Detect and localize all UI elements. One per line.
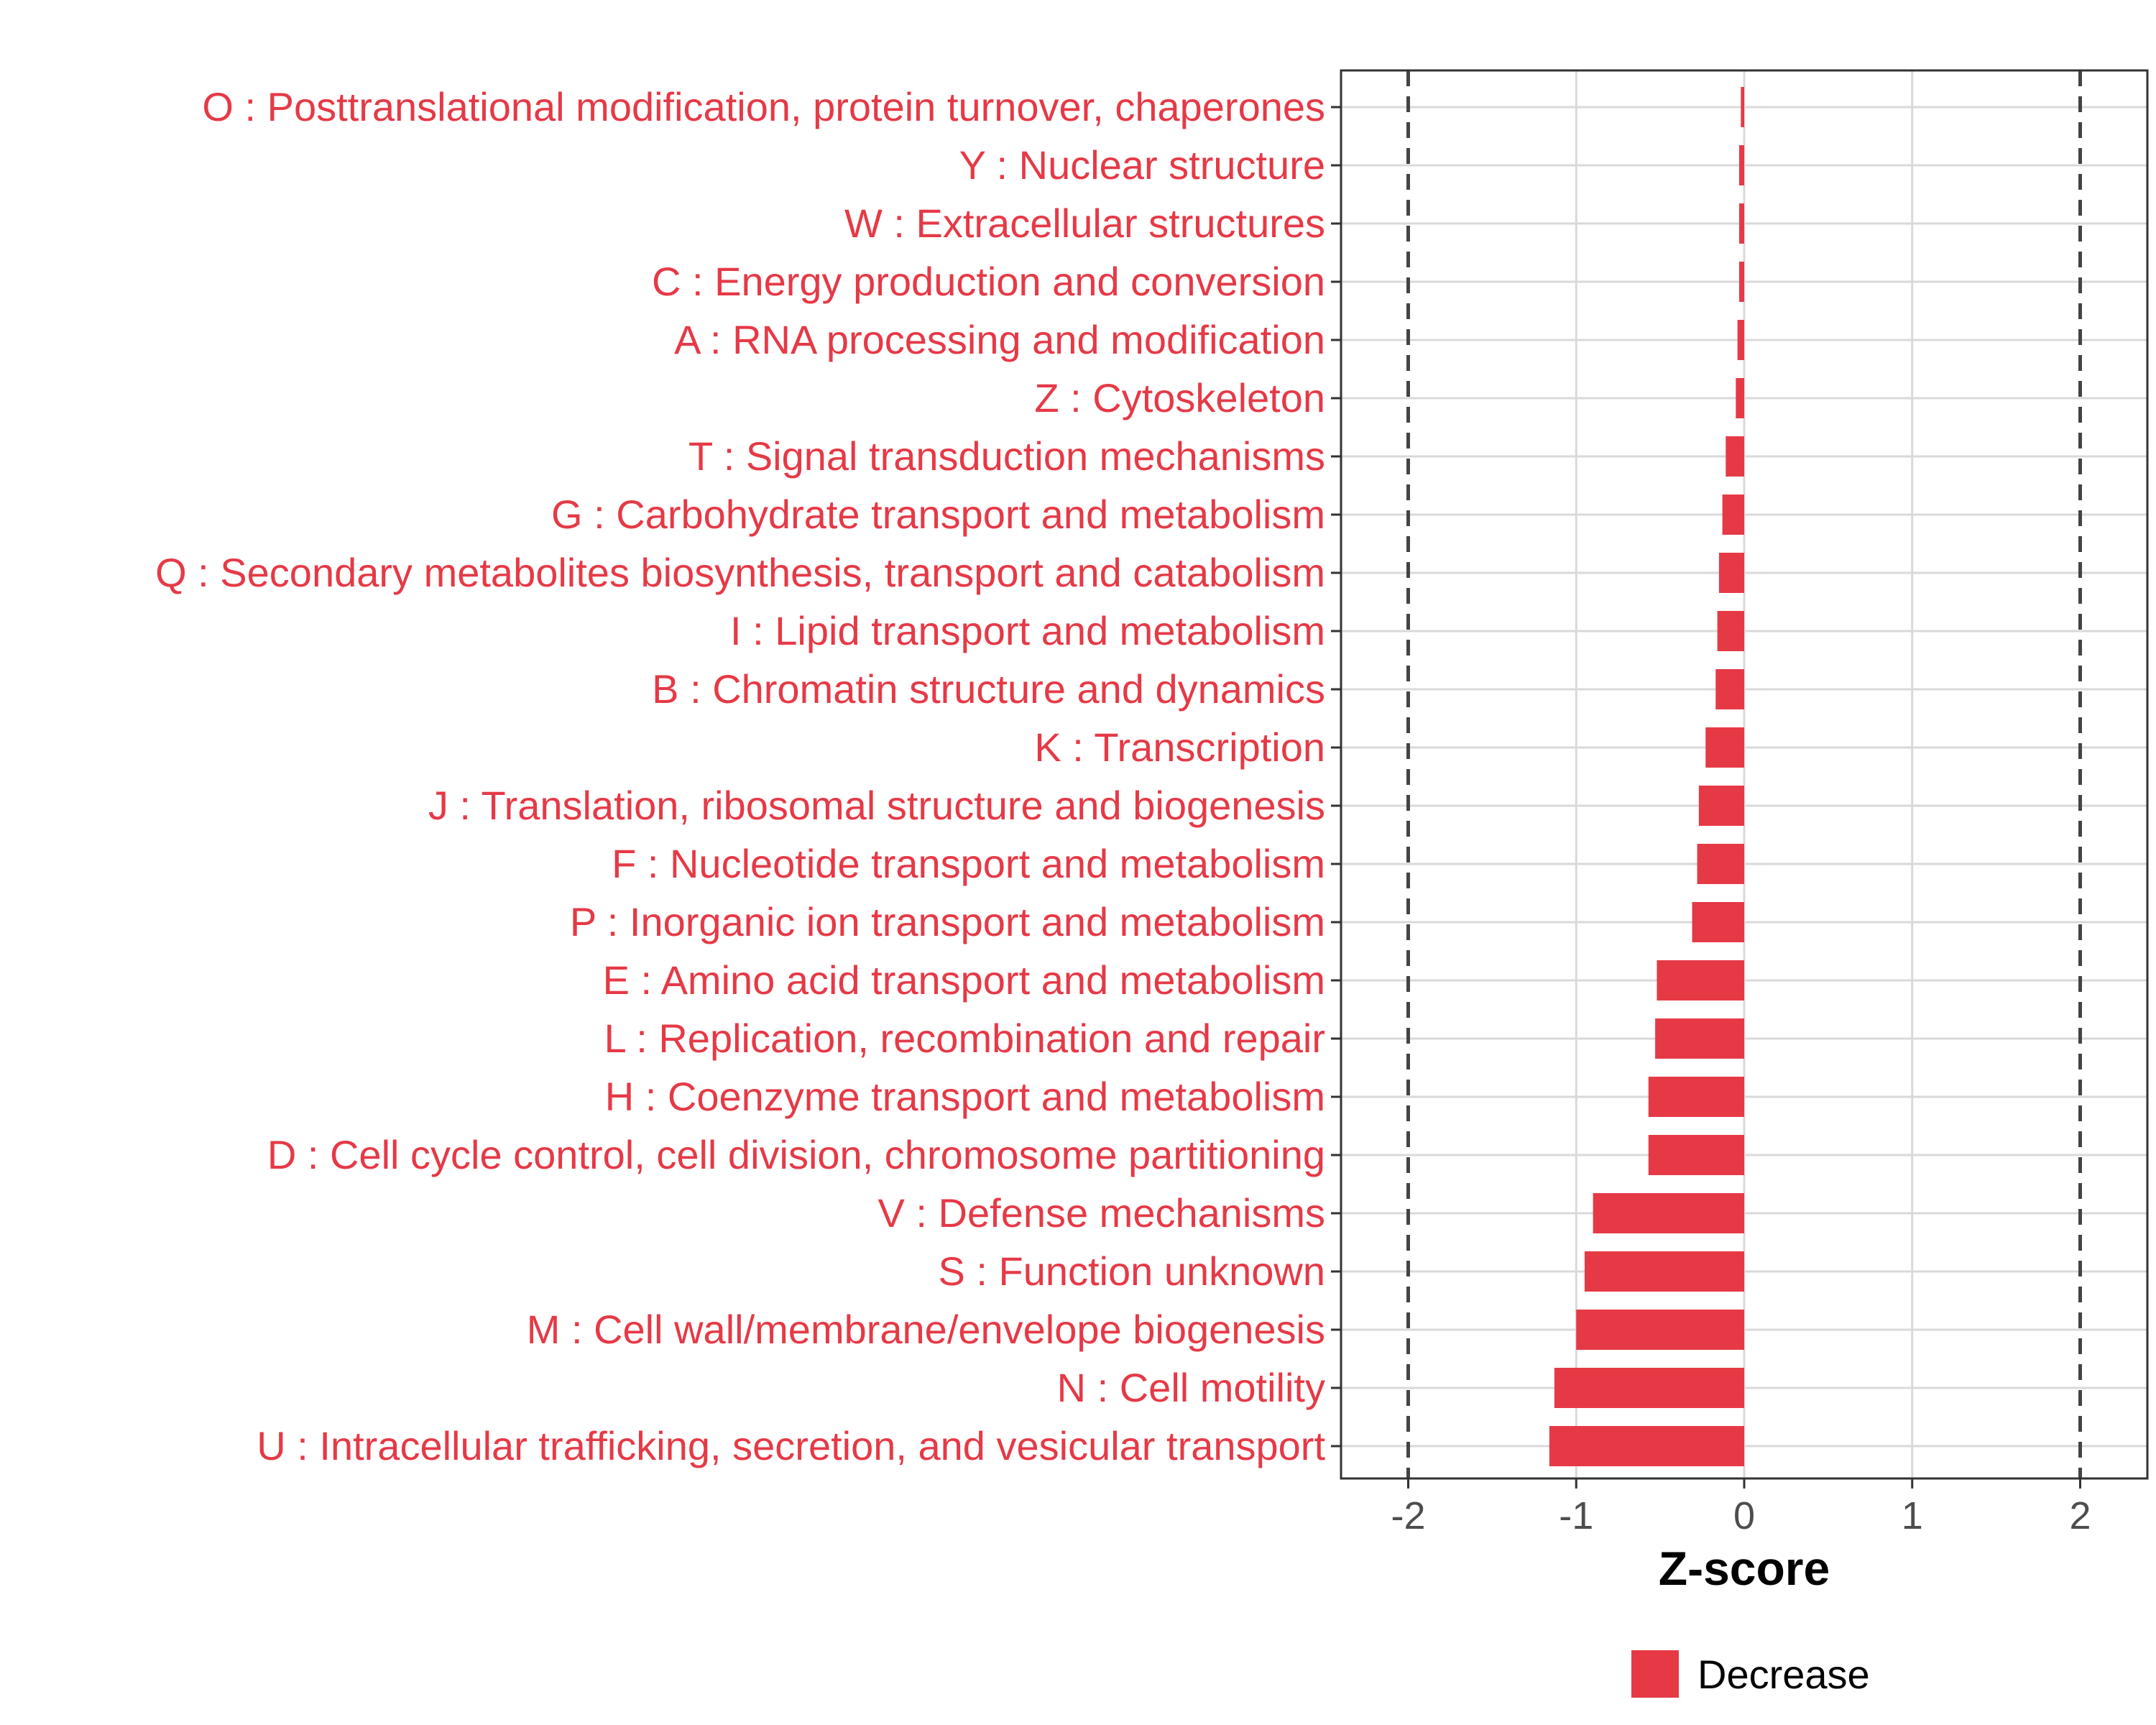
bar — [1736, 378, 1744, 418]
category-label: S : Function unknown — [938, 1248, 1325, 1294]
category-label: G : Carbohydrate transport and metabolis… — [551, 492, 1325, 537]
bar — [1648, 1077, 1744, 1117]
bar — [1738, 203, 1744, 244]
bar — [1738, 262, 1744, 302]
bar — [1593, 1193, 1744, 1233]
category-label: B : Chromatin structure and dynamics — [652, 666, 1325, 712]
bar — [1576, 1310, 1744, 1350]
x-tick-label: -1 — [1559, 1494, 1593, 1537]
category-label: N : Cell motility — [1057, 1365, 1325, 1410]
bar — [1697, 844, 1744, 884]
legend-swatch-decrease — [1631, 1650, 1679, 1698]
category-label: V : Defense mechanisms — [878, 1190, 1325, 1236]
bar — [1715, 669, 1744, 709]
x-axis-ticks: -2 -1 0 1 2 — [1391, 1478, 2091, 1537]
bar — [1692, 902, 1744, 942]
category-label: Y : Nuclear structure — [959, 142, 1325, 188]
bars-layer — [1549, 87, 1744, 1466]
category-label: K : Transcription — [1034, 724, 1325, 770]
category-label: Q : Secondary metabolites biosynthesis, … — [155, 550, 1325, 595]
category-label: C : Energy production and conversion — [652, 259, 1325, 304]
x-tick-label: 1 — [1902, 1494, 1923, 1537]
category-label: L : Replication, recombination and repai… — [604, 1016, 1325, 1061]
category-label: H : Coenzyme transport and metabolism — [605, 1074, 1325, 1119]
y-axis-ticks — [1331, 106, 1341, 1448]
x-axis-title: Z-score — [1659, 1542, 1830, 1595]
category-label: D : Cell cycle control, cell division, c… — [267, 1132, 1325, 1177]
bar — [1584, 1251, 1744, 1292]
bar — [1705, 727, 1744, 768]
bar — [1698, 786, 1744, 826]
bar — [1718, 553, 1744, 593]
bar — [1717, 611, 1744, 651]
bar — [1726, 436, 1744, 477]
y-axis-category-labels: O : Posttranslational modification, prot… — [155, 84, 1325, 1468]
category-label: P : Inorganic ion transport and metaboli… — [570, 899, 1325, 944]
category-label: J : Translation, ribosomal structure and… — [428, 783, 1325, 828]
category-label: Z : Cytoskeleton — [1034, 375, 1325, 420]
x-tick-label: -2 — [1391, 1494, 1425, 1537]
category-label: T : Signal transduction mechanisms — [688, 433, 1325, 479]
category-label: W : Extracellular structures — [844, 201, 1325, 246]
bar — [1657, 960, 1744, 1000]
category-label: M : Cell wall/membrane/envelope biogenes… — [527, 1307, 1325, 1352]
bar — [1549, 1426, 1744, 1466]
category-label: E : Amino acid transport and metabolism — [603, 957, 1325, 1003]
category-label: A : RNA processing and modification — [674, 317, 1325, 362]
bar — [1648, 1135, 1744, 1175]
bar — [1741, 87, 1744, 127]
legend: Decrease — [1631, 1650, 1870, 1698]
threshold-layer — [1406, 70, 2082, 1478]
category-label: O : Posttranslational modification, prot… — [202, 84, 1325, 129]
category-label: F : Nucleotide transport and metabolism — [612, 841, 1325, 886]
x-tick-label: 0 — [1733, 1494, 1755, 1537]
category-label: U : Intracellular trafficking, secretion… — [257, 1423, 1325, 1468]
bar — [1738, 145, 1744, 185]
bar — [1554, 1368, 1744, 1408]
x-tick-label: 2 — [2069, 1494, 2091, 1537]
bar — [1655, 1018, 1744, 1059]
bar — [1722, 494, 1744, 535]
legend-label-decrease: Decrease — [1697, 1652, 1870, 1697]
category-label: I : Lipid transport and metabolism — [730, 608, 1325, 653]
bar — [1737, 320, 1744, 360]
